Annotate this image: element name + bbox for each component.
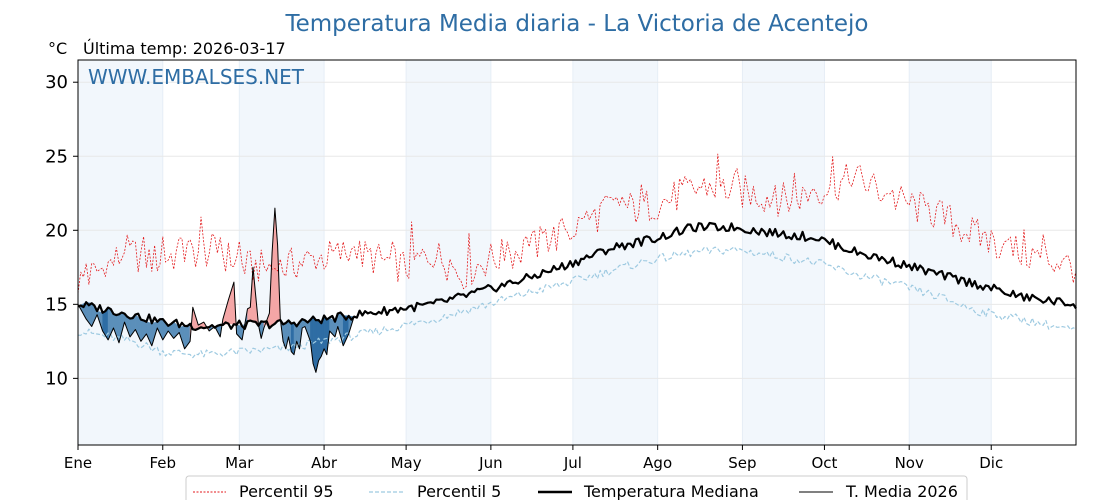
y-axis: 10 15 20 25 30: [45, 72, 78, 389]
month-band-sep: [742, 60, 825, 445]
month-band-ene: [78, 60, 163, 445]
legend-box: [185, 475, 968, 500]
x-axis: Ene Feb Mar Abr May Jun Jul Ago Sep Oct Nov Dic: [64, 445, 1003, 472]
x-tick-label-jun: Jun: [478, 454, 502, 472]
anomaly-below: [318, 319, 322, 362]
legend-p95-label: Percentil 95: [239, 482, 334, 500]
x-tick-label-may: May: [391, 454, 422, 472]
x-tick-label-mar: Mar: [225, 454, 254, 472]
x-tick-label-nov: Nov: [895, 454, 924, 472]
x-tick-label-dic: Dic: [979, 454, 1003, 472]
x-tick-label-abr: Abr: [311, 454, 338, 472]
y-tick-label-25: 25: [45, 146, 68, 167]
legend-median-label: Temperatura Mediana: [583, 482, 759, 500]
anomaly-above: [247, 306, 251, 322]
watermark: WWW.EMBALSES.NET: [88, 65, 305, 89]
month-band-mar: [239, 60, 325, 445]
last-temp-label: Última temp: 2026-03-17: [83, 39, 286, 58]
month-band-may: [406, 60, 491, 445]
month-bands: [78, 60, 992, 445]
series-line-p5: [77, 246, 1077, 359]
series-lines: [77, 153, 1077, 373]
anomaly-below: [291, 322, 295, 356]
unit-label: °C: [48, 39, 67, 58]
y-tick-label-15: 15: [45, 294, 68, 315]
x-tick-label-ago: Ago: [643, 454, 672, 472]
plot-frame: [77, 59, 1077, 446]
month-band-nov: [909, 60, 992, 445]
y-tick-label-20: 20: [45, 220, 68, 241]
x-tick-label-ene: Ene: [64, 454, 92, 472]
series-line-p95: [77, 153, 1077, 294]
x-tick-label-feb: Feb: [149, 454, 176, 472]
x-tick-label-oct: Oct: [811, 454, 837, 472]
legend-p5-label: Percentil 5: [417, 482, 501, 500]
x-tick-label-jul: Jul: [563, 454, 582, 472]
chart-title: Temperatura Media diaria - La Victoria d…: [284, 11, 868, 37]
x-tick-label-sep: Sep: [728, 454, 756, 472]
series-line-current: [77, 207, 355, 373]
y-tick-label-30: 30: [45, 72, 68, 93]
legend-current-label: T. Media 2026: [845, 482, 958, 500]
month-band-jul: [572, 60, 658, 445]
y-tick-label-10: 10: [45, 368, 68, 389]
legend: Percentil 95 Percentil 5 Temperatura Med…: [185, 475, 968, 500]
